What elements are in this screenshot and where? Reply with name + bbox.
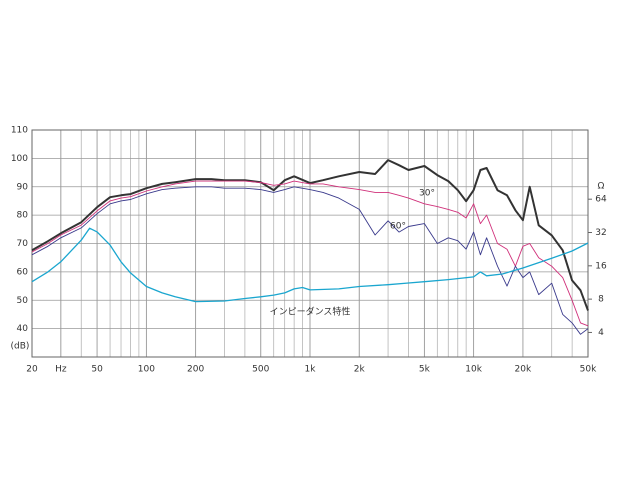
y2-tick-label: 8 <box>598 295 604 305</box>
series-line <box>31 186 589 335</box>
x-tick-label: 5k <box>419 365 431 375</box>
y-tick-label: 70 <box>17 239 29 249</box>
series-line <box>31 227 589 303</box>
series-label: インピーダンス特性 <box>270 306 351 318</box>
x-tick-label: 50k <box>580 365 597 375</box>
x-tick-label: 500 <box>252 365 269 375</box>
series-label: 60° <box>390 222 406 232</box>
y2-axis-label: Ω <box>598 182 605 192</box>
y-tick-label: 60 <box>17 267 29 277</box>
x-tick-label: 100 <box>138 365 155 375</box>
x-tick-label: 20k <box>515 365 532 375</box>
x-tick-label: 20 <box>26 365 38 375</box>
y-tick-label: 100 <box>11 154 28 164</box>
y2-tick-label: 16 <box>595 261 607 271</box>
y2-tick-label: 64 <box>595 195 607 205</box>
x-tick-label: 200 <box>187 365 204 375</box>
y-tick-label: 40 <box>17 324 29 334</box>
y-axis-label: (dB) <box>11 342 30 352</box>
x-tick-label: Hz <box>55 365 67 375</box>
y-tick-label: 110 <box>11 126 28 136</box>
y2-tick-label: 4 <box>598 328 604 338</box>
y2-tick-label: 32 <box>595 228 606 238</box>
y-tick-label: 80 <box>17 211 29 221</box>
series-line <box>31 180 589 327</box>
series-line <box>31 159 589 311</box>
x-tick-label: 50 <box>91 365 103 375</box>
x-tick-label: 2k <box>354 365 366 375</box>
y-tick-label: 90 <box>17 182 29 192</box>
x-tick-label: 1k <box>305 365 317 375</box>
series-label: 30° <box>419 189 435 199</box>
y-tick-label: 50 <box>17 296 29 306</box>
x-tick-label: 10k <box>465 365 482 375</box>
